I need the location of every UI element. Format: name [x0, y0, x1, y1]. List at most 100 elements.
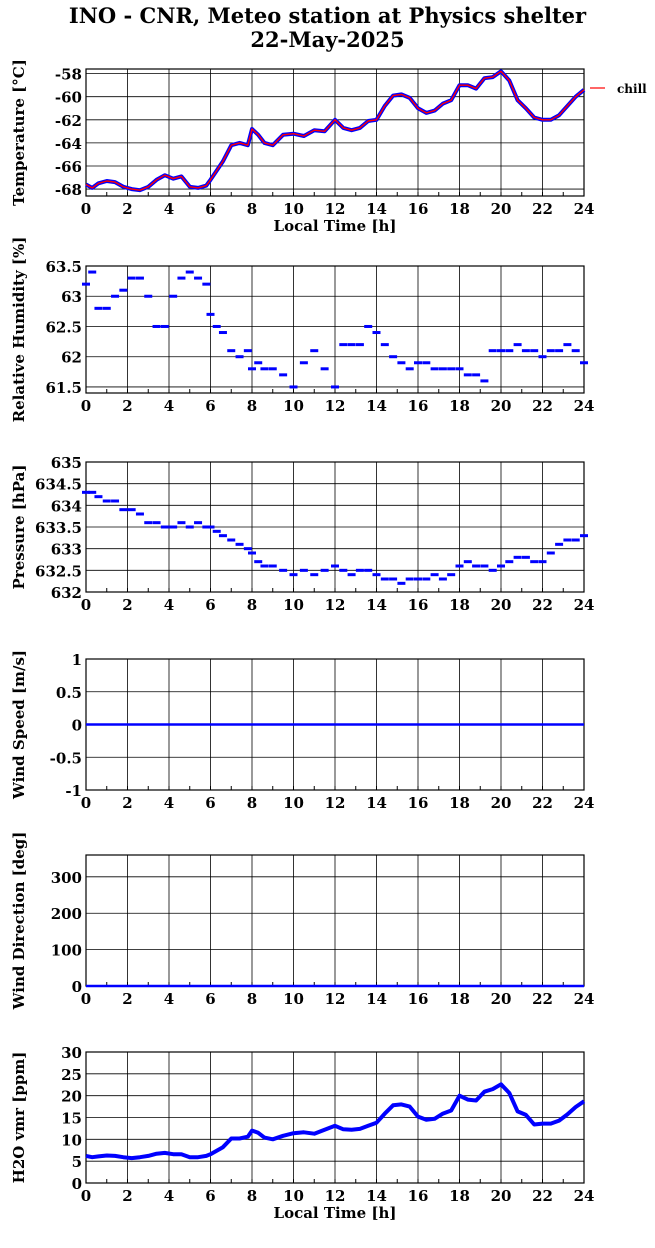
data-point: [82, 490, 90, 494]
data-point: [372, 573, 381, 577]
x-tick-label: 4: [164, 596, 174, 614]
x-tick-label: 10: [283, 794, 304, 812]
data-point: [310, 573, 319, 577]
x-tick-label: 20: [491, 1187, 512, 1205]
x-tick-label: 4: [164, 1187, 174, 1205]
x-tick-label: 2: [122, 1187, 132, 1205]
data-point: [505, 349, 514, 353]
data-point: [144, 521, 153, 525]
data-point: [580, 361, 588, 365]
data-point: [389, 355, 398, 359]
y-tick-label: 634.5: [35, 476, 82, 494]
y-tick-label: -60: [55, 89, 82, 107]
data-point: [430, 367, 439, 371]
y-tick-label: 0: [72, 717, 82, 735]
y-tick-label: 200: [51, 905, 82, 923]
y-axis-label: Pressure [hPa]: [10, 465, 28, 590]
x-tick-label: 0: [81, 200, 91, 218]
panel-2: 0 2 4 6 8 10 12 14 16 18 20 22 2461.56262.56363.5Rel…: [10, 237, 594, 423]
x-tick-label: 12: [325, 794, 346, 812]
data-point: [580, 534, 588, 538]
x-tick-label: 0: [81, 397, 91, 415]
data-point: [82, 282, 90, 286]
data-point: [347, 573, 356, 577]
x-tick-label: 20: [491, 794, 512, 812]
y-tick-label: 632: [51, 584, 82, 602]
x-tick-label: 8: [247, 1187, 257, 1205]
x-tick-label: 2: [122, 596, 132, 614]
title-line: INO - CNR, Meteo station at Physics shel…: [68, 3, 587, 28]
x-tick-label: 20: [491, 200, 512, 218]
data-point: [397, 581, 406, 585]
x-tick-label: 4: [164, 397, 174, 415]
x-tick-label: 4: [164, 200, 174, 218]
data-point: [339, 568, 348, 572]
x-tick-label: 14: [366, 1187, 387, 1205]
x-tick-label: 2: [122, 397, 132, 415]
data-point: [235, 542, 244, 546]
data-point: [505, 560, 514, 564]
data-point: [405, 367, 414, 371]
data-point: [127, 276, 136, 280]
x-tick-label: 6: [205, 596, 215, 614]
data-point: [88, 270, 97, 274]
data-point: [455, 367, 464, 371]
x-tick-label: 4: [164, 794, 174, 812]
x-tick-label: 22: [532, 990, 553, 1008]
data-point: [160, 525, 169, 529]
panel-1: 0 2 4 6 8 10 12 14 16 18 20 22 24-68-66-64-62-60-58T…: [10, 59, 647, 235]
x-tick-label: 16: [408, 397, 429, 415]
x-tick-label: 8: [247, 200, 257, 218]
data-point: [405, 577, 414, 581]
data-point: [339, 343, 348, 347]
data-point: [422, 361, 431, 365]
y-tick-label: 62: [61, 349, 82, 367]
x-tick-label: 2: [122, 200, 132, 218]
x-tick-label: 0: [81, 1187, 91, 1205]
data-point: [119, 508, 128, 512]
x-tick-label: 14: [366, 397, 387, 415]
x-tick-label: 6: [205, 794, 215, 812]
y-axis-label: Wind Speed [m/s]: [10, 650, 28, 800]
data-point: [194, 521, 203, 525]
x-tick-label: 24: [574, 200, 595, 218]
data-point: [480, 379, 489, 383]
data-point: [530, 349, 539, 353]
y-tick-label: 63: [61, 288, 82, 306]
x-tick-label: 18: [449, 397, 470, 415]
x-tick-label: 20: [491, 596, 512, 614]
data-point: [530, 560, 539, 564]
y-tick-label: 63.5: [45, 258, 82, 276]
data-point: [227, 538, 236, 542]
data-point: [268, 564, 277, 568]
data-point: [463, 560, 472, 564]
x-tick-label: 0: [81, 596, 91, 614]
data-point: [152, 324, 161, 328]
data-point: [513, 555, 522, 559]
data-point: [243, 349, 252, 353]
data-point: [279, 373, 288, 377]
data-point: [260, 564, 269, 568]
data-point: [185, 525, 194, 529]
data-point: [563, 538, 572, 542]
series-line: [85, 1082, 586, 1161]
y-tick-label: -0.5: [50, 749, 82, 767]
data-point: [397, 361, 406, 365]
x-tick-label: 6: [205, 200, 215, 218]
panel-3: 0 2 4 6 8 10 12 14 16 18 20 22 24632632.5633633.5634…: [10, 454, 594, 614]
x-tick-label: 18: [449, 1187, 470, 1205]
x-tick-label: 18: [449, 200, 470, 218]
data-point: [119, 288, 128, 292]
y-tick-label: 100: [51, 942, 82, 960]
y-tick-label: 1: [72, 651, 82, 669]
x-tick-label: 8: [247, 990, 257, 1008]
y-tick-label: 62.5: [45, 318, 82, 336]
data-point: [144, 294, 153, 298]
x-tick-label: 12: [325, 1187, 346, 1205]
x-tick-label: 2: [122, 794, 132, 812]
y-tick-label: 633.5: [35, 519, 82, 537]
x-tick-label: 14: [366, 200, 387, 218]
